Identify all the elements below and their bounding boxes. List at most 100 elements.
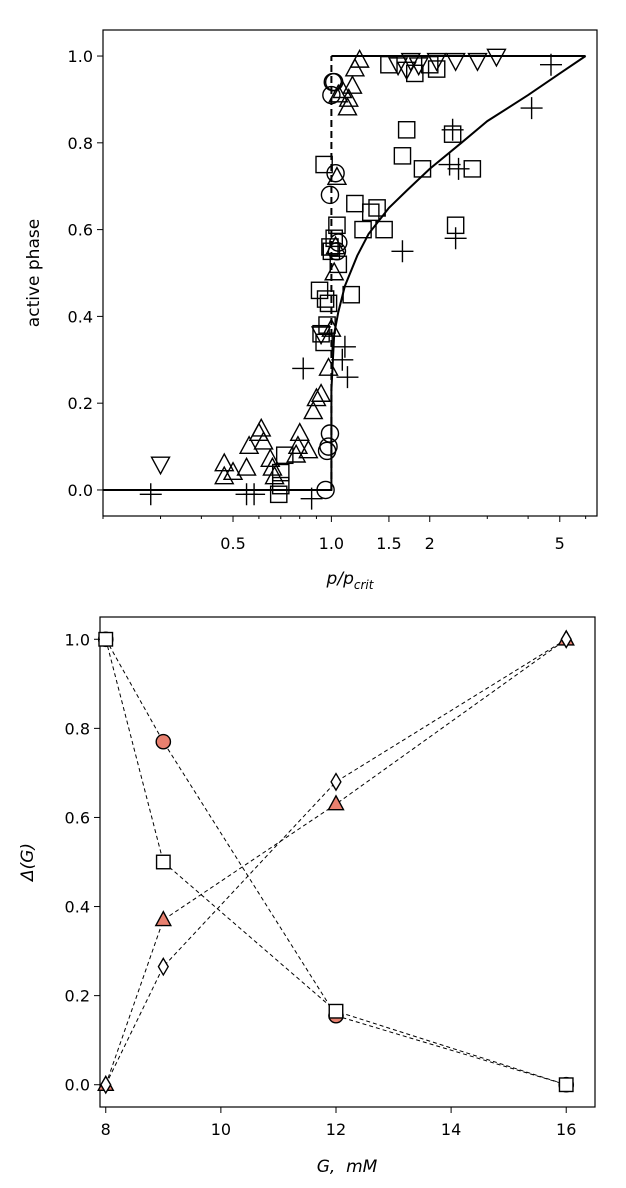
triangle-up-point: [253, 430, 274, 450]
data-markers: [139, 48, 562, 510]
triangle-up-series-line: [105, 638, 567, 1085]
x-tick-label: 1.5: [376, 534, 401, 553]
square-point: [271, 463, 290, 482]
square-point: [315, 155, 333, 174]
square-point: [393, 147, 412, 165]
triangle-up-point: [321, 318, 342, 337]
circle-point: [316, 480, 335, 500]
diamond-series-line: [105, 638, 567, 1085]
square-point: [316, 290, 335, 308]
plus-point: [292, 357, 315, 380]
diamond-point: [330, 772, 342, 792]
square-point: [558, 1077, 574, 1093]
square-point: [380, 55, 398, 74]
triangle-up-point: [238, 435, 260, 455]
triangle-down-point: [387, 57, 409, 77]
y-tick-label: 0.6: [68, 221, 93, 240]
plus-point: [336, 366, 359, 389]
circle-series-line: [105, 639, 567, 1086]
circle-point: [155, 733, 172, 750]
square-point: [319, 294, 338, 313]
triangle-up-point: [214, 465, 235, 485]
square-point: [420, 55, 439, 74]
y-tick-label: 1.0: [68, 47, 93, 66]
x-tick-label: 1.0: [319, 534, 344, 553]
x-ticks: 0.5 1.0 1.5 2 5: [102, 516, 587, 553]
plot-frame-top: [102, 29, 598, 517]
diamond-point: [157, 957, 170, 977]
plus-point: [447, 157, 470, 180]
square-point: [328, 1003, 344, 1019]
square-point: [346, 194, 364, 213]
x-ticks: 8 10 12 14 16: [101, 1107, 576, 1139]
y-tick-label: 0.4: [68, 307, 93, 326]
triangle-up-point: [298, 439, 319, 459]
plus-point: [441, 118, 464, 141]
square-point: [427, 60, 446, 78]
plus-point: [139, 483, 162, 506]
circle-point: [320, 185, 340, 205]
data-markers: [97, 629, 575, 1095]
y-tick-label: 0.2: [65, 987, 90, 1006]
x-tick-label: 5: [555, 534, 565, 553]
x-axis-label: p/pcrit: [326, 569, 375, 592]
triangle-up-point: [327, 794, 345, 811]
square-point: [325, 229, 343, 248]
square-point: [315, 333, 333, 352]
circle-point: [322, 85, 341, 105]
plus-point: [444, 227, 467, 250]
diamond-point: [100, 1075, 112, 1095]
plus-point: [520, 97, 543, 120]
x-tick-label: 8: [101, 1120, 111, 1139]
y-tick-label: 1.0: [65, 630, 90, 649]
x-tick-label: 16: [556, 1120, 576, 1139]
x-tick-label: 12: [326, 1120, 346, 1139]
y-tick-label: 0.2: [68, 394, 93, 413]
circle-point: [320, 424, 340, 443]
y-tick-label: 0.4: [65, 898, 90, 917]
triangle-down-point: [426, 52, 447, 72]
plot-frame-bottom: [99, 616, 596, 1108]
y-tick-label: 0.8: [65, 719, 90, 738]
triangle-down-point: [486, 48, 507, 68]
square-point: [329, 255, 348, 274]
plus-point: [539, 53, 562, 76]
triangle-up-point: [303, 400, 324, 420]
y-ticks: 0.0 0.2 0.4 0.6 0.8 1.0: [68, 47, 103, 500]
y-axis-label: Δ(G): [18, 843, 38, 883]
triangle-up-point: [310, 383, 332, 402]
square-point: [368, 199, 386, 217]
x-tick-label: 2: [425, 534, 435, 553]
y-tick-label: 0.6: [65, 808, 90, 827]
plus-point: [438, 153, 461, 176]
square-point: [375, 220, 393, 239]
x-axis-label-main: p/p: [326, 569, 355, 589]
plus-point: [331, 348, 354, 371]
triangle-up-point: [264, 465, 285, 485]
triangle-up-point: [338, 88, 359, 107]
triangle-down-point: [467, 52, 488, 72]
circle-point: [319, 437, 338, 456]
x-tick-label: 10: [211, 1120, 231, 1139]
x-axis-label-subscript: crit: [354, 578, 375, 592]
plus-point: [391, 240, 414, 263]
triangle-up-point: [222, 461, 244, 481]
triangle-up-point: [289, 422, 310, 442]
diamond-point: [560, 629, 572, 649]
triangle-up-point: [154, 910, 172, 927]
square-point: [155, 854, 171, 870]
y-axis-label: active phase: [24, 219, 44, 327]
square-series-line: [105, 639, 567, 1086]
square-point: [342, 285, 361, 304]
square-point: [361, 203, 380, 222]
triangle-up-point: [260, 448, 281, 468]
triangle-up-point: [236, 456, 257, 476]
triangle-up-point: [324, 261, 345, 281]
triangle-down-point: [150, 456, 171, 476]
square-point: [328, 216, 346, 235]
x-axis-label: G, mM: [317, 1157, 378, 1177]
square-point: [318, 316, 336, 334]
triangle-up-point: [332, 79, 353, 99]
triangle-up-point: [287, 435, 309, 455]
x-tick-label: 0.5: [220, 534, 245, 553]
